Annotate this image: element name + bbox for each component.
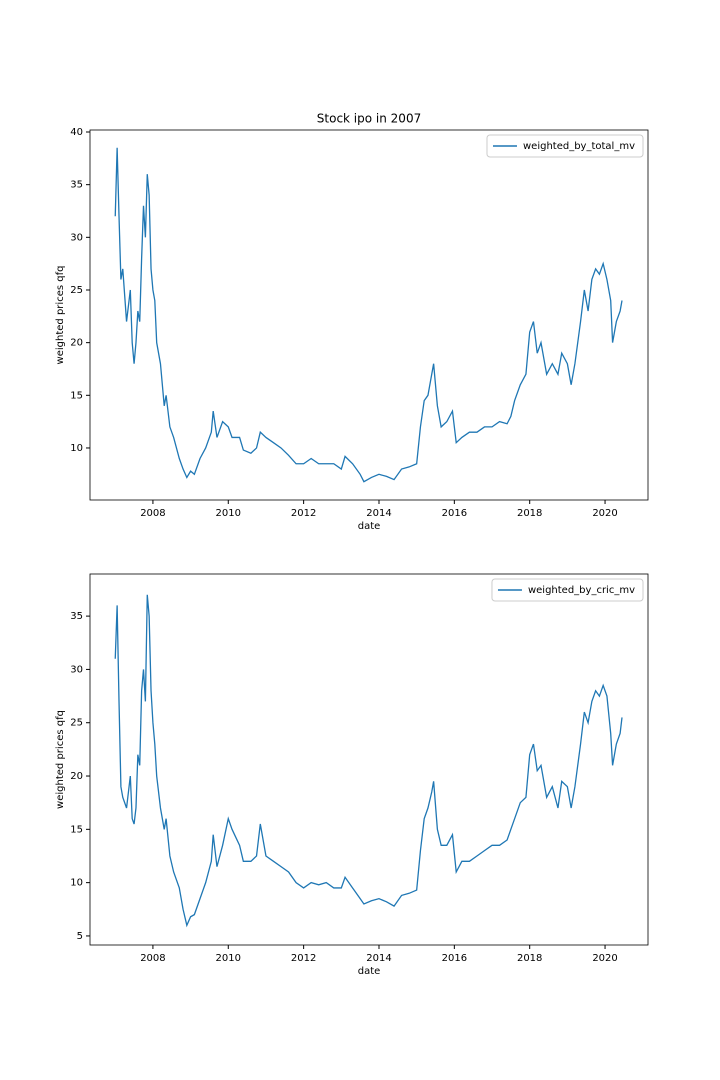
x-tick-label: 2008	[140, 508, 165, 519]
y-tick-label: 35	[70, 180, 83, 191]
x-tick-label: 2010	[216, 508, 241, 519]
y-tick-label: 10	[70, 878, 83, 889]
y-tick-label: 20	[70, 338, 83, 349]
y-tick-label: 40	[70, 127, 83, 138]
x-tick-label: 2014	[366, 508, 391, 519]
y-tick-label: 15	[70, 390, 83, 401]
data-line	[114, 147, 623, 483]
y-tick-label: 35	[70, 611, 83, 622]
legend-label: weighted_by_cric_mv	[528, 585, 635, 596]
x-tick-label: 2018	[517, 953, 542, 964]
legend-frame	[486, 134, 644, 158]
y-axis-label: weighted prices qfq	[55, 710, 66, 809]
y-tick-label: 20	[70, 771, 83, 782]
y-tick-label: 5	[77, 931, 83, 942]
y-tick-label: 25	[70, 718, 83, 729]
chart-title: Stock ipo in 2007	[317, 112, 421, 126]
legend-frame	[491, 578, 644, 602]
plot-frame	[89, 129, 649, 501]
plot-frame	[89, 573, 649, 946]
x-tick-label: 2012	[291, 508, 316, 519]
y-tick-label: 30	[70, 232, 83, 243]
x-axis-label: date	[358, 521, 381, 532]
x-tick-label: 2010	[216, 953, 241, 964]
data-line	[114, 594, 623, 928]
x-tick-label: 2008	[140, 953, 165, 964]
x-axis-label: date	[358, 966, 381, 977]
y-tick-label: 30	[70, 664, 83, 675]
y-tick-label: 15	[70, 824, 83, 835]
legend-label: weighted_by_total_mv	[523, 141, 635, 152]
x-tick-label: 2018	[517, 508, 542, 519]
x-tick-label: 2014	[366, 953, 391, 964]
x-tick-label: 2016	[442, 953, 467, 964]
x-tick-label: 2012	[291, 953, 316, 964]
y-tick-label: 10	[70, 443, 83, 454]
y-tick-label: 25	[70, 285, 83, 296]
x-tick-label: 2016	[442, 508, 467, 519]
x-tick-label: 2020	[592, 953, 617, 964]
x-tick-label: 2020	[592, 508, 617, 519]
y-axis-label: weighted prices qfq	[55, 266, 66, 365]
